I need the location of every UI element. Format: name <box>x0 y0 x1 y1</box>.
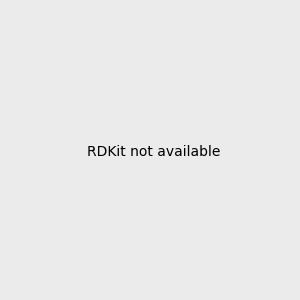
Text: RDKit not available: RDKit not available <box>87 145 220 158</box>
